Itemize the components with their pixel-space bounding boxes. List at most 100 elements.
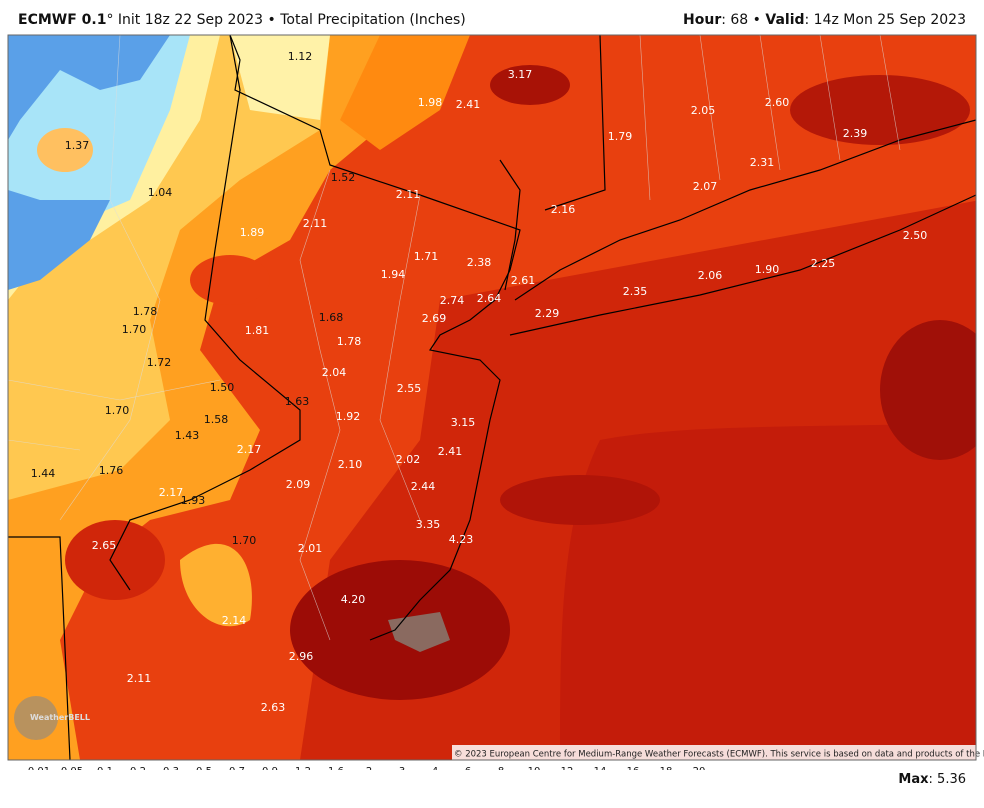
precip-label: 2.06 bbox=[698, 269, 723, 282]
copyright: © 2023 European Centre for Medium-Range … bbox=[454, 750, 984, 760]
precip-label: 3.35 bbox=[416, 518, 441, 531]
precip-label: 2.05 bbox=[691, 104, 716, 117]
valid-label: Valid bbox=[765, 12, 805, 28]
precip-label: 1.70 bbox=[122, 323, 147, 336]
colorbar-tick-label: 0.9 bbox=[262, 766, 278, 770]
precip-label: 2.17 bbox=[237, 443, 262, 456]
precip-label: 1.76 bbox=[99, 464, 124, 477]
precip-label: 1.78 bbox=[133, 305, 158, 318]
precip-label: 1.43 bbox=[175, 429, 200, 442]
colorbar-tick-label: 0.2 bbox=[130, 766, 146, 770]
precip-label: 2.11 bbox=[396, 188, 421, 201]
colorbar-tick-label: 0.05 bbox=[61, 766, 83, 770]
colorbar-tick-label: 1.6 bbox=[328, 766, 344, 770]
precip-label: 2.14 bbox=[222, 614, 247, 627]
precip-label: 2.29 bbox=[535, 307, 560, 320]
precip-label: 2.10 bbox=[338, 458, 363, 471]
max-value: : 5.36 bbox=[928, 772, 966, 787]
precip-label: 2.11 bbox=[127, 672, 152, 685]
precip-label: 4.20 bbox=[341, 593, 366, 606]
precip-label: 1.52 bbox=[331, 171, 356, 184]
precip-label: 1.72 bbox=[147, 356, 172, 369]
precip-label: 2.63 bbox=[261, 701, 286, 714]
precip-label: 1.63 bbox=[285, 395, 310, 408]
colorbar-tick-label: 4 bbox=[432, 766, 438, 770]
precip-label: 2.38 bbox=[467, 256, 492, 269]
precip-label: 2.02 bbox=[396, 453, 421, 466]
precip-label: 1.04 bbox=[148, 186, 173, 199]
precip-label: 2.41 bbox=[438, 445, 463, 458]
max: Max: 5.36 bbox=[898, 772, 966, 787]
colorbar-tick-label: 6 bbox=[465, 766, 471, 770]
max-label: Max bbox=[898, 772, 929, 787]
precip-label: 3.15 bbox=[451, 416, 476, 429]
title: ECMWF 0.1° Init 18z 22 Sep 2023 • Total … bbox=[18, 12, 466, 28]
precip-label: 2.01 bbox=[298, 542, 323, 555]
map-frame bbox=[7, 34, 977, 761]
colorbar-tick-label: 16 bbox=[627, 766, 640, 770]
colorbar-tick-label: 0.1 bbox=[97, 766, 113, 770]
title-rest: ° Init 18z 22 Sep 2023 • Total Precipita… bbox=[106, 12, 466, 28]
precip-label: 2.35 bbox=[623, 285, 648, 298]
precip-label: 2.39 bbox=[843, 127, 868, 140]
precip-label: 2.61 bbox=[511, 274, 536, 287]
precip-label: 1.12 bbox=[288, 50, 313, 63]
precip-label: 1.58 bbox=[204, 413, 229, 426]
precip-label: 1.78 bbox=[337, 335, 362, 348]
colorbar-tick-label: 2 bbox=[366, 766, 372, 770]
precip-label: 2.09 bbox=[286, 478, 311, 491]
precip-label: 1.44 bbox=[31, 467, 56, 480]
precip-label: 2.44 bbox=[411, 480, 436, 493]
copyright-bg bbox=[452, 745, 976, 760]
precip-label: 4.23 bbox=[449, 533, 474, 546]
precip-label: 1.68 bbox=[319, 311, 344, 324]
colorbar-tick-label: 18 bbox=[660, 766, 673, 770]
colorbar-tick-label: 0.5 bbox=[196, 766, 212, 770]
colorbar-tick-label: 8 bbox=[498, 766, 504, 770]
colorbar-tick-label: 0.3 bbox=[163, 766, 179, 770]
precip-label: 1.94 bbox=[381, 268, 406, 281]
precip-label: 2.25 bbox=[811, 257, 836, 270]
precip-label: 2.07 bbox=[693, 180, 718, 193]
precip-label: 1.70 bbox=[232, 534, 257, 547]
colorbar-tick-label: 12 bbox=[561, 766, 574, 770]
precip-label: 1.37 bbox=[65, 139, 90, 152]
precip-label: 1.81 bbox=[245, 324, 270, 337]
precip-label: 2.64 bbox=[477, 292, 502, 305]
logo: WeatherBELL bbox=[30, 713, 90, 722]
precip-field bbox=[8, 35, 976, 760]
precip-label: 1.71 bbox=[414, 250, 439, 263]
hour-label: Hour bbox=[683, 12, 722, 28]
colorbar-tick-label: 10 bbox=[528, 766, 541, 770]
precip-label: 2.55 bbox=[397, 382, 422, 395]
precip-label: 2.50 bbox=[903, 229, 928, 242]
precip-label: 2.11 bbox=[303, 217, 328, 230]
precip-label: 2.65 bbox=[92, 539, 117, 552]
county-lines bbox=[7, 34, 901, 641]
precip-label: 2.16 bbox=[551, 203, 576, 216]
model: ECMWF 0.1 bbox=[18, 12, 107, 28]
precip-label: 2.41 bbox=[456, 98, 481, 111]
map: 1.12 3.17 1.98 2.41 2.05 2.60 1.79 2.39 1.37 2.31… bbox=[7, 34, 984, 770]
precip-label: 2.74 bbox=[440, 294, 465, 307]
valid-info: Hour: 68 • Valid: 14z Mon 25 Sep 2023 bbox=[683, 12, 966, 28]
colorbar-tick-label: 0.01 bbox=[28, 766, 50, 770]
colorbar-tick-label: 20 bbox=[693, 766, 706, 770]
precip-label: 2.04 bbox=[322, 366, 347, 379]
precip-label: 1.93 bbox=[181, 494, 206, 507]
colorbar-tick-label: 0.7 bbox=[229, 766, 245, 770]
coastlines bbox=[8, 34, 977, 761]
logo-badge bbox=[14, 696, 58, 740]
precip-label: 1.89 bbox=[240, 226, 265, 239]
hour-value: : 68 • bbox=[721, 12, 766, 28]
precip-label: 2.60 bbox=[765, 96, 790, 109]
precip-label: 1.92 bbox=[336, 410, 361, 423]
colorbar-tick-label: 14 bbox=[594, 766, 607, 770]
precip-label: 2.69 bbox=[422, 312, 447, 325]
colorbar-tick-label: 1.2 bbox=[295, 766, 311, 770]
colorbar-tick-label: 3 bbox=[399, 766, 405, 770]
precip-label: 1.98 bbox=[418, 96, 443, 109]
precip-label: 1.79 bbox=[608, 130, 633, 143]
valid-value: : 14z Mon 25 Sep 2023 bbox=[804, 12, 966, 28]
